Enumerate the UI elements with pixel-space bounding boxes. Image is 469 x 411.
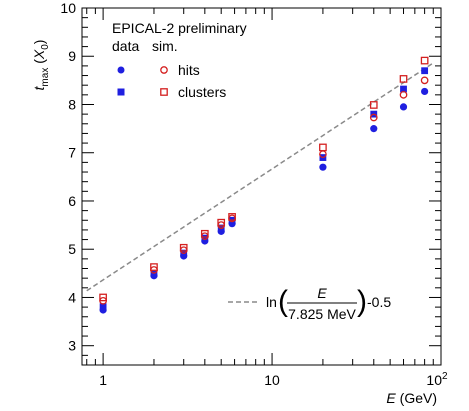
y-tick-label: 3 — [68, 338, 76, 354]
axes — [81, 7, 442, 366]
point-sim-clusters — [420, 56, 429, 65]
fit-line — [86, 62, 434, 292]
legend-col-sim: sim. — [152, 38, 178, 54]
y-tick-label: 10 — [60, 0, 76, 16]
point-data-clusters — [99, 303, 107, 311]
point-sim-clusters — [228, 213, 236, 221]
marks — [99, 56, 429, 314]
point-data-hits — [421, 87, 429, 96]
fit-layer — [86, 62, 434, 292]
point-sim-hits — [399, 90, 408, 99]
point-data-clusters — [400, 85, 407, 93]
point-sim-hits — [369, 113, 378, 122]
legend-entry-hits: hits — [178, 62, 200, 78]
point-sim-hits — [420, 76, 429, 85]
legend-entry-clusters: clusters — [178, 84, 226, 100]
formula-paren-left: ( — [278, 285, 288, 318]
y-tick-label: 6 — [68, 193, 76, 209]
legend-title: EPICAL-2 preliminary — [112, 20, 247, 36]
legend-marker-sim-clusters — [160, 88, 168, 96]
point-sim-clusters — [179, 243, 188, 252]
point-sim-clusters — [217, 218, 226, 227]
y-axis-label-sub: max — [40, 68, 51, 87]
x-tick-label: 1 — [99, 372, 107, 388]
x-axis-label: E (GeV) — [386, 390, 437, 406]
point-data-clusters — [201, 234, 209, 242]
y-tick-label: 5 — [68, 241, 76, 257]
point-sim-clusters — [369, 101, 378, 109]
legend-col-data: data — [112, 38, 139, 54]
y-axis-label: tmax (X0) — [31, 40, 51, 91]
x-tick-label: 10 — [264, 372, 280, 388]
formula-denominator: 7.825 MeV — [288, 306, 356, 322]
point-sim-clusters — [399, 75, 408, 83]
point-sim-clusters — [99, 293, 107, 302]
ticks: 3 4 5 6 7 8 9 10 1 10 102 — [60, 0, 448, 388]
point-data-clusters — [421, 67, 429, 75]
fit-formula: ln ( E 7.825 MeV ) -0.5 — [228, 285, 391, 322]
point-sim-clusters — [150, 263, 158, 271]
y-tick-label: 9 — [68, 48, 76, 64]
formula-numerator: E — [317, 285, 327, 301]
point-sim-clusters — [319, 143, 327, 152]
y-tick-label: 4 — [68, 289, 76, 305]
formula-prefix: ln — [266, 294, 277, 310]
formula-suffix: -0.5 — [367, 294, 391, 310]
legend-marker-sim-hits — [160, 66, 168, 74]
plot-frame — [81, 7, 442, 366]
point-sim-clusters — [200, 229, 209, 238]
legend: EPICAL-2 preliminary data sim. hits clus… — [112, 20, 247, 100]
point-data-hits — [319, 163, 327, 171]
y-tick-label: 8 — [68, 96, 76, 112]
formula-paren-right: ) — [357, 285, 367, 318]
x-tick-label: 102 — [426, 371, 448, 388]
y-tick-label: 7 — [68, 145, 76, 161]
legend-marker-data-clusters — [117, 88, 125, 96]
point-data-hits — [370, 125, 378, 133]
point-data-clusters — [150, 270, 158, 278]
point-data-hits — [399, 103, 408, 111]
legend-marker-data-hits — [117, 66, 125, 74]
